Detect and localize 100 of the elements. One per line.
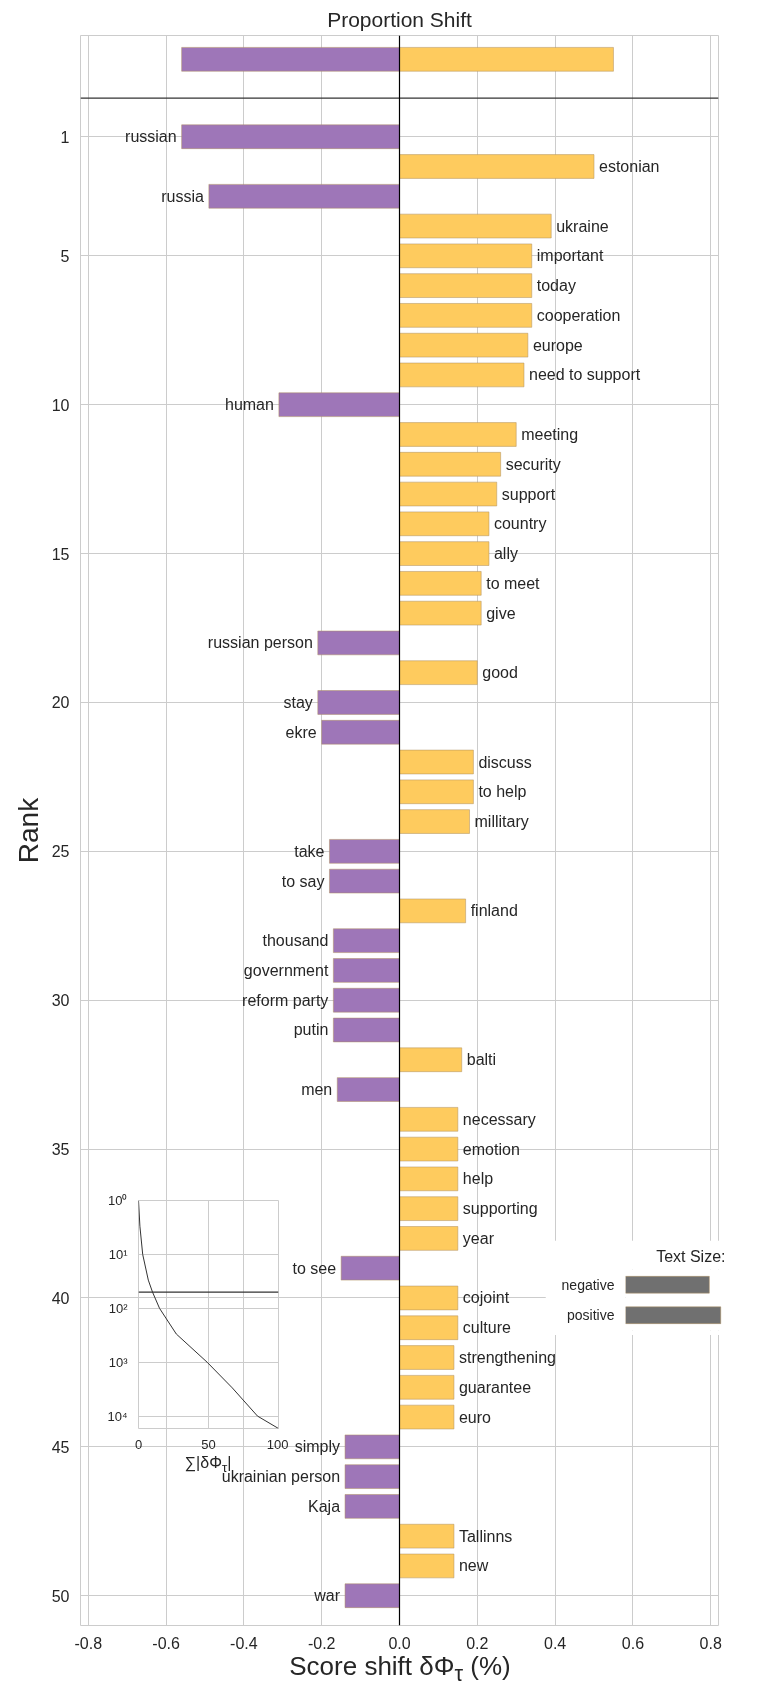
annotation: new	[458, 1557, 489, 1575]
x-tick-label: 100	[266, 1436, 289, 1452]
y-tick-label: 10¹	[108, 1246, 129, 1262]
annotation: need to support	[528, 366, 641, 384]
x-tick-label: 0	[134, 1436, 143, 1452]
bar	[399, 1345, 455, 1370]
bar	[399, 481, 498, 507]
bar	[399, 1196, 459, 1222]
bar	[399, 1523, 455, 1549]
bar	[399, 154, 595, 179]
x-tick-label: -0.2	[307, 1634, 336, 1652]
y-tick-label: 10	[51, 396, 70, 414]
annotation: important	[536, 247, 605, 265]
annotation: to meet	[486, 574, 541, 592]
y-tick-label: 10³	[108, 1354, 129, 1370]
x-tick-label: -0.8	[74, 1634, 103, 1652]
x-tick-label: 50	[201, 1436, 216, 1452]
bar	[399, 243, 533, 269]
annotation: good	[482, 664, 518, 682]
annotation: euro	[458, 1408, 492, 1426]
annotation: reform party	[242, 991, 329, 1009]
bar	[399, 541, 490, 566]
x-tick-label: 0.0	[388, 1634, 411, 1652]
annotation: human	[224, 396, 274, 414]
bar	[399, 570, 482, 596]
annotation: balti	[466, 1051, 497, 1069]
annotation: russian	[125, 128, 177, 146]
chart-title: Proportion Shift	[327, 7, 473, 31]
annotation: putin	[293, 1021, 329, 1039]
x-tick-label: -0.6	[152, 1634, 180, 1652]
bar	[399, 809, 471, 834]
annotation: russian person	[207, 634, 313, 652]
bar	[399, 1047, 463, 1073]
y-tick-label: 30	[51, 992, 70, 1010]
y-tick-label: 50	[51, 1587, 70, 1605]
annotation: cojoint	[462, 1289, 510, 1307]
annotation: stay	[283, 693, 313, 711]
chart-title: Text Size:	[656, 1247, 726, 1265]
bar	[399, 1315, 459, 1341]
y-tick-label: 35	[51, 1141, 70, 1159]
y-tick-label: 10⁴	[107, 1408, 128, 1424]
y-tick-label: negative	[561, 1276, 615, 1293]
annotation: meeting	[521, 425, 579, 443]
annotation: country	[493, 515, 547, 533]
annotation: year	[462, 1229, 495, 1247]
annotation: strengthening	[458, 1349, 556, 1367]
bar	[399, 362, 525, 388]
annotation: guarantee	[458, 1378, 532, 1396]
bar	[399, 1226, 459, 1251]
y-tick-label: 15	[51, 545, 70, 563]
annotation: millitary	[474, 813, 529, 831]
annotation: cooperation	[536, 306, 621, 324]
annotation: supporting	[462, 1200, 538, 1218]
x-axis-title: Score shift δΦ$_{τ}$ (%)	[288, 1651, 512, 1688]
y-tick-label: 40	[51, 1289, 70, 1307]
bar	[399, 422, 517, 447]
annotation: today	[536, 277, 576, 295]
bar	[399, 1136, 459, 1162]
annotation: europe	[532, 336, 583, 354]
annotation: thousand	[262, 932, 329, 950]
annotation: security	[505, 455, 561, 473]
bar	[399, 660, 478, 686]
x-tick-label: 0.8	[699, 1634, 722, 1652]
annotation: to say	[281, 872, 325, 890]
line-series	[138, 1200, 279, 1429]
y-tick-label: 1	[60, 128, 70, 146]
annotation: culture	[462, 1319, 511, 1337]
y-axis-title: Rank	[12, 796, 44, 864]
bar	[399, 600, 482, 626]
annotation: give	[486, 604, 516, 622]
annotation: to see	[292, 1259, 337, 1277]
bar	[399, 779, 474, 805]
bar	[399, 1374, 455, 1400]
annotation: estonian	[599, 158, 660, 176]
annotation: Kaja	[308, 1497, 341, 1515]
bar	[399, 213, 552, 239]
annotation: help	[462, 1170, 494, 1188]
annotation: war	[313, 1587, 341, 1605]
annotation: simply	[294, 1438, 341, 1456]
y-tick-label: 5	[60, 247, 70, 265]
annotation: to help	[478, 783, 527, 801]
y-tick-label: positive	[567, 1307, 615, 1324]
y-tick-label: 10²	[108, 1300, 129, 1316]
bar	[399, 1106, 459, 1132]
bar	[399, 273, 533, 299]
annotation: ekre	[285, 723, 317, 741]
bar	[399, 1404, 455, 1430]
y-tick-label: 20	[51, 694, 70, 712]
annotation: government	[243, 961, 329, 979]
bar	[399, 749, 474, 775]
annotation: ally	[493, 545, 518, 563]
annotation: russia	[161, 187, 204, 205]
x-tick-label: 0.4	[543, 1634, 567, 1652]
bar	[399, 451, 502, 477]
bar	[399, 302, 533, 328]
x-tick-label: -0.4	[230, 1634, 258, 1652]
annotation: necessary	[462, 1110, 536, 1128]
bar	[399, 898, 467, 924]
annotation: take	[294, 842, 325, 860]
bar	[399, 1553, 455, 1579]
